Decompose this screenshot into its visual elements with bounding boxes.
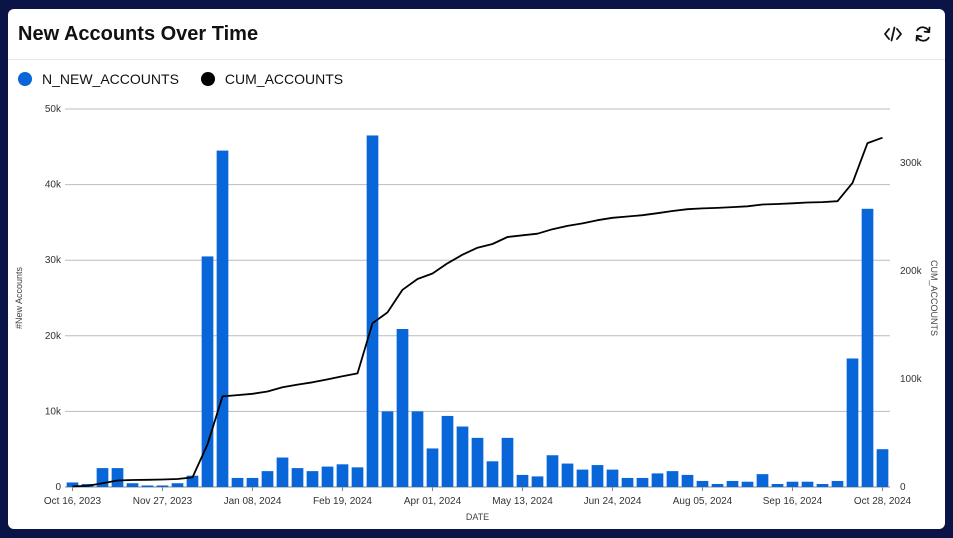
- cum-accounts-line: [72, 136, 883, 488]
- bar: [516, 474, 529, 487]
- bar: [201, 256, 214, 487]
- bar: [216, 150, 229, 487]
- bar: [246, 477, 259, 487]
- header-tools: [883, 24, 933, 44]
- bar: [756, 474, 769, 487]
- bar: [501, 437, 514, 487]
- bar: [336, 464, 349, 487]
- y-tick-label: 0: [55, 482, 61, 493]
- x-tick-label: Apr 01, 2024: [404, 496, 462, 507]
- bar: [651, 473, 664, 487]
- y-axis-title: #New Accounts: [14, 266, 24, 329]
- x-tick-label: Nov 27, 2023: [133, 496, 193, 507]
- x-tick-label: Oct 16, 2023: [44, 496, 102, 507]
- bar: [831, 480, 844, 487]
- bar: [786, 481, 799, 487]
- bar: [741, 481, 754, 487]
- bar: [576, 469, 589, 487]
- bar: [471, 437, 484, 487]
- bar: [96, 468, 109, 487]
- x-tick-label: Sep 16, 2024: [763, 496, 823, 507]
- bar: [801, 481, 814, 487]
- legend-label-new-accounts: N_NEW_ACCOUNTS: [42, 71, 179, 87]
- y-tick-label: 30k: [45, 255, 62, 266]
- legend-item-new-accounts[interactable]: N_NEW_ACCOUNTS: [18, 71, 179, 87]
- bar: [546, 455, 559, 487]
- chart-header: New Accounts Over Time: [8, 9, 945, 60]
- bar: [606, 469, 619, 487]
- y2-tick-label: 100k: [900, 374, 923, 385]
- bar: [261, 471, 274, 487]
- chart-card: New Accounts Over Time N: [8, 9, 945, 529]
- bar: [621, 477, 634, 487]
- legend-swatch-cum-accounts: [200, 72, 215, 86]
- bar: [66, 482, 79, 487]
- x-tick-label: Aug 05, 2024: [673, 496, 733, 507]
- bar: [186, 475, 199, 487]
- bar: [156, 485, 169, 487]
- x-tick-label: May 13, 2024: [492, 496, 553, 507]
- bar: [441, 415, 454, 487]
- y2-tick-label: 0: [900, 482, 906, 493]
- bar: [396, 328, 409, 487]
- bar: [486, 461, 499, 487]
- chart-title: New Accounts Over Time: [18, 22, 259, 45]
- legend-swatch-new-accounts: [18, 72, 32, 86]
- code-icon[interactable]: [883, 24, 903, 44]
- y2-tick-label: 200k: [900, 266, 923, 277]
- x-tick-label: Oct 28, 2024: [854, 496, 912, 507]
- y-tick-label: 40k: [45, 180, 62, 191]
- bar: [876, 449, 889, 487]
- bar: [726, 480, 739, 487]
- bar: [351, 467, 364, 487]
- bar: [561, 463, 574, 487]
- y2-axis-title: CUM_ACCOUNTS: [929, 260, 939, 336]
- bar: [126, 483, 139, 487]
- bar: [771, 483, 784, 487]
- bar: [861, 208, 874, 488]
- bar: [381, 411, 394, 487]
- x-tick-label: Feb 19, 2024: [313, 496, 372, 507]
- bar: [321, 466, 334, 487]
- x-tick-label: Jun 24, 2024: [584, 496, 642, 507]
- bar: [636, 477, 649, 487]
- bar: [846, 358, 859, 487]
- bar: [456, 426, 469, 487]
- bar: [231, 477, 244, 487]
- x-axis-title: DATE: [466, 512, 489, 522]
- y-tick-label: 20k: [45, 331, 62, 342]
- legend-label-cum-accounts: CUM_ACCOUNTS: [224, 71, 344, 87]
- y2-tick-label: 300k: [900, 158, 923, 169]
- bar: [411, 411, 424, 487]
- bar: [711, 483, 724, 487]
- bar: [681, 474, 694, 487]
- refresh-icon[interactable]: [913, 24, 933, 44]
- bar: [276, 457, 289, 487]
- chart-plot: 0 10k 20k 30k 40k 50k 0 100k 200k 300k Oct 16, 202…: [14, 104, 939, 522]
- bar: [306, 471, 319, 487]
- bar: [141, 485, 154, 487]
- y-tick-label: 50k: [45, 104, 62, 115]
- bar: [591, 465, 604, 487]
- chart-legend: N_NEW_ACCOUNTS CUM_ACCOUNTS: [18, 71, 343, 87]
- bar: [426, 448, 439, 487]
- bar: [696, 480, 709, 487]
- legend-item-cum-accounts[interactable]: CUM_ACCOUNTS: [200, 71, 344, 87]
- bar: [291, 468, 304, 487]
- bar: [366, 135, 379, 487]
- bar: [531, 476, 544, 487]
- bar: [111, 468, 124, 487]
- bar: [816, 483, 829, 487]
- y-tick-label: 10k: [45, 406, 62, 417]
- bar: [171, 483, 184, 487]
- bar: [666, 471, 679, 487]
- x-tick-label: Jan 08, 2024: [224, 496, 282, 507]
